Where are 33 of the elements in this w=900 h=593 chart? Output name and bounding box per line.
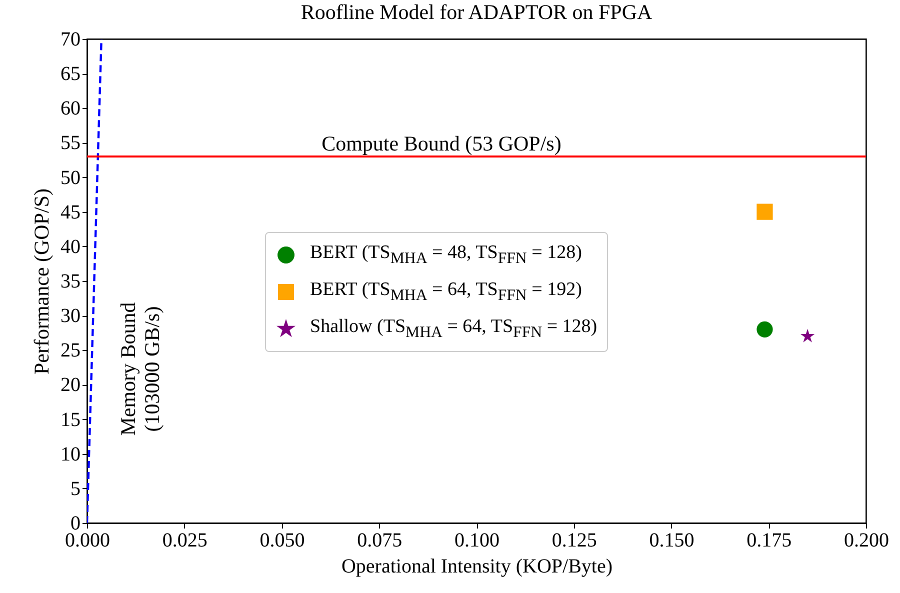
x-tick-label: 0.200 xyxy=(844,530,889,552)
y-tick-label: 45 xyxy=(60,201,80,224)
x-axis-title: Operational Intensity (KOP/Byte) xyxy=(341,556,613,578)
point xyxy=(800,328,815,342)
y-tick-label: 50 xyxy=(60,166,80,189)
y-tick-label: 40 xyxy=(60,236,80,258)
y-tick-label: 15 xyxy=(60,408,80,431)
ref-line-label: Compute Bound (53 GOP/s) xyxy=(322,132,562,156)
annotation: Memory Bound (103000 GB/s) xyxy=(116,302,164,436)
legend-label: BERT (TS$_{MHA}$ = 64, TS$_{FFN}$ = 192) xyxy=(310,278,582,306)
x-tick-label: 0.150 xyxy=(649,530,694,552)
y-tick-label: 30 xyxy=(60,305,80,328)
x-tick-label: 0.025 xyxy=(162,530,208,552)
x-tick-label: 0.050 xyxy=(260,530,305,552)
y-tick-label: 60 xyxy=(60,98,80,120)
x-tick-label: 0.075 xyxy=(357,530,402,552)
y-tick-label: 55 xyxy=(60,132,80,154)
chart-title: Roofline Model for ADAPTOR on FPGA xyxy=(300,0,654,24)
legend-label: BERT (TS$_{MHA}$ = 48, TS$_{FFN}$ = 128) xyxy=(310,241,582,269)
legend-label: Shallow (TS$_{MHA}$ = 64, TS$_{FFN}$ = 128) xyxy=(310,314,598,342)
y-tick-label: 20 xyxy=(60,374,80,396)
point xyxy=(756,321,773,338)
y-tick-label: 65 xyxy=(60,63,80,86)
x-tick-label: 0.125 xyxy=(552,530,597,552)
y-tick-label: 10 xyxy=(60,443,80,466)
point xyxy=(756,204,773,220)
x-tick-label: 0.100 xyxy=(454,530,500,552)
y-axis-title: Performance (GOP/S) xyxy=(30,188,54,375)
x-tick-label: 0.175 xyxy=(746,530,792,552)
y-tick-label: 35 xyxy=(60,270,80,292)
y-tick-label: 25 xyxy=(60,340,80,362)
y-tick-label: 5 xyxy=(70,478,80,500)
y-tick-label: 70 xyxy=(60,28,80,50)
